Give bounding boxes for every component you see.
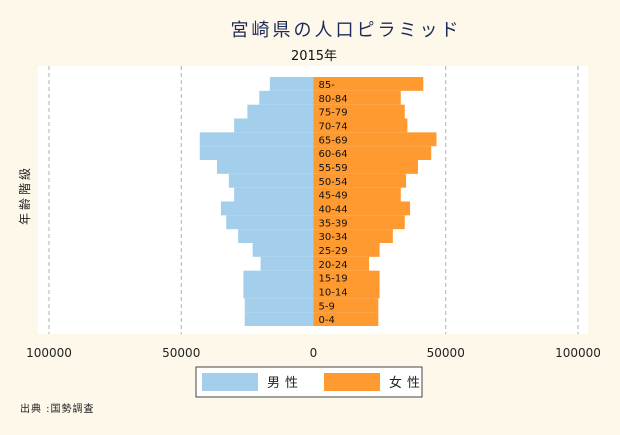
age-group-label: 30-34: [319, 232, 348, 243]
age-group-labels: 0-4 5-9 10-14 15-19 20-24 25-29 30-34 35-39 40-4…: [319, 80, 348, 326]
female-bar: [313, 215, 405, 230]
age-group-label: 0-4: [319, 315, 335, 326]
male-bar: [244, 312, 314, 326]
legend: 男性 女性: [195, 366, 425, 398]
legend-label-female: 女性: [389, 375, 425, 391]
chart-subtitle: 2015年: [291, 49, 337, 64]
female-bar: [313, 298, 379, 313]
age-group-label: 35-39: [319, 218, 348, 229]
legend-label-male: 男性: [267, 376, 303, 391]
female-bar: [313, 256, 370, 271]
male-series: [199, 77, 314, 326]
x-tick-label: 0: [310, 346, 318, 360]
age-group-label: 5-9: [319, 301, 335, 312]
female-bar: [313, 201, 411, 216]
y-axis-label: 年齢階級: [17, 165, 32, 225]
female-bar: [313, 77, 424, 91]
age-group-label: 25-29: [319, 246, 348, 257]
x-tick-label: 50000: [162, 346, 200, 360]
male-bar: [244, 298, 314, 313]
male-bar: [269, 77, 314, 91]
male-bar: [243, 284, 314, 299]
male-bar: [238, 229, 314, 243]
female-bar: [313, 243, 380, 257]
female-bar: [313, 132, 437, 147]
age-group-label: 40-44: [319, 204, 348, 215]
age-group-label: 15-19: [319, 274, 348, 285]
female-bar: [313, 90, 401, 105]
age-group-label: 10-14: [319, 287, 348, 298]
male-bar: [216, 160, 314, 174]
age-group-label: 85-: [319, 80, 336, 91]
female-bar: [313, 146, 432, 160]
age-group-label: 65-69: [319, 135, 348, 146]
male-bar: [260, 256, 314, 271]
age-group-label: 70-74: [319, 121, 348, 132]
male-bar: [234, 187, 314, 202]
male-bar: [226, 215, 314, 230]
female-bar: [313, 104, 405, 119]
female-series: [313, 77, 437, 326]
male-bar: [199, 146, 314, 160]
female-bar: [313, 284, 380, 299]
female-bar: [313, 173, 407, 188]
male-bar: [259, 90, 314, 105]
male-bar: [252, 243, 314, 257]
male-bar: [220, 201, 314, 216]
legend-swatch-female: [324, 373, 380, 391]
female-bar: [313, 229, 393, 243]
female-bar: [313, 118, 408, 133]
x-tick-label: 50000: [427, 346, 465, 360]
age-group-label: 80-84: [319, 94, 348, 105]
legend-swatch-male: [202, 373, 258, 391]
x-axis-tick-labels: 100000 50000 0 50000 100000: [26, 346, 601, 360]
age-group-label: 55-59: [319, 163, 348, 174]
grid-lines: [48, 66, 579, 334]
male-bar: [234, 118, 314, 133]
age-group-label: 20-24: [319, 260, 348, 271]
female-bar: [313, 312, 379, 326]
female-bar: [313, 187, 401, 202]
x-tick-label: 100000: [26, 346, 72, 360]
age-group-label: 50-54: [319, 177, 348, 188]
male-bar: [247, 104, 314, 119]
female-bar: [313, 270, 380, 285]
male-bar: [199, 132, 314, 147]
female-bar: [313, 160, 418, 174]
male-bar: [243, 270, 314, 285]
male-bar: [228, 173, 314, 188]
chart-title: 宮崎県の人口ピラミッド: [231, 20, 462, 41]
age-group-label: 75-79: [319, 108, 348, 119]
source-note: 出典 :国勢調査: [20, 402, 95, 415]
x-tick-label: 100000: [555, 346, 601, 360]
age-group-label: 45-49: [319, 191, 348, 202]
age-group-label: 60-64: [319, 149, 348, 160]
